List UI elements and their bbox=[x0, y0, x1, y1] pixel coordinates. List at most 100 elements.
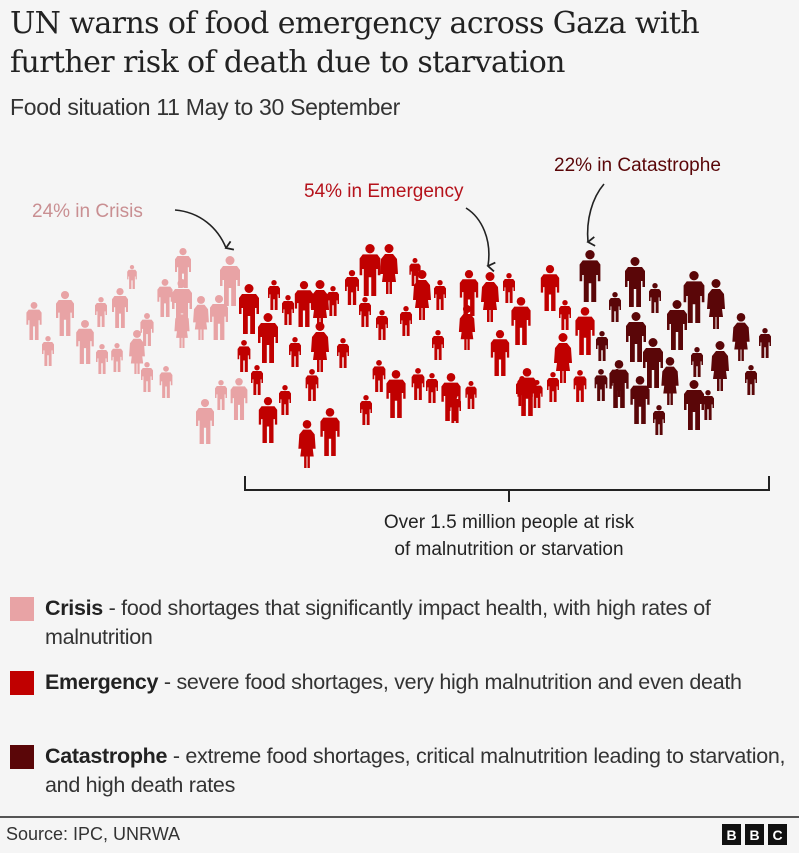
bracket-label-line2: of malnutrition or starvation bbox=[394, 539, 623, 560]
person-figure-crisis bbox=[140, 313, 154, 346]
person-figure-crisis bbox=[76, 320, 94, 364]
pictogram-chart: 24% in Crisis 54% in Emergency 22% in Ca… bbox=[26, 155, 771, 560]
legend-term: Catastrophe bbox=[45, 744, 168, 768]
person-figure-crisis bbox=[157, 279, 173, 317]
person-figure-crisis bbox=[112, 288, 128, 328]
person-figure-catastrophe bbox=[684, 380, 704, 430]
person-figure-crisis bbox=[141, 362, 153, 392]
person-figure-emergency bbox=[547, 372, 559, 402]
person-figure-emergency bbox=[490, 330, 510, 376]
annotation-crisis-arrow bbox=[174, 209, 235, 251]
person-figure-emergency bbox=[426, 373, 438, 403]
person-figure-catastrophe bbox=[630, 376, 650, 424]
chart-subtitle: Food situation 11 May to 30 September bbox=[10, 94, 400, 120]
person-figure-emergency bbox=[305, 369, 319, 401]
person-figure-crisis bbox=[175, 248, 191, 288]
person-figure-catastrophe bbox=[661, 357, 679, 405]
person-figure-crisis bbox=[129, 330, 145, 374]
person-figure-crisis bbox=[26, 302, 42, 340]
legend-term: Crisis bbox=[45, 596, 103, 620]
legend-swatch-crisis bbox=[10, 597, 34, 621]
person-figure-emergency bbox=[279, 385, 291, 415]
bbc-logo-letter: B bbox=[722, 824, 741, 845]
person-figure-crisis bbox=[159, 366, 173, 398]
person-figure-catastrophe bbox=[702, 390, 714, 420]
chart-title: UN warns of food emergency across Gaza w… bbox=[10, 6, 700, 80]
person-figure-crisis bbox=[230, 378, 248, 420]
bracket-label-line1: Over 1.5 million people at risk bbox=[384, 512, 635, 533]
person-figure-emergency bbox=[459, 270, 479, 316]
person-figure-emergency bbox=[311, 322, 329, 372]
person-figure-emergency bbox=[386, 370, 406, 418]
person-figure-emergency bbox=[337, 338, 349, 368]
people-figures bbox=[26, 244, 771, 468]
person-figure-catastrophe bbox=[653, 405, 665, 435]
bbc-logo: B B C bbox=[722, 824, 787, 845]
person-figure-catastrophe bbox=[643, 338, 663, 388]
person-figure-crisis bbox=[220, 256, 240, 306]
annotation-emergency-arrow bbox=[465, 207, 496, 273]
person-figure-catastrophe bbox=[625, 257, 645, 307]
annotation-crisis: 24% in Crisis bbox=[32, 201, 143, 222]
legend-description: - food shortages that significantly impa… bbox=[45, 596, 711, 649]
person-figure-catastrophe bbox=[732, 313, 750, 361]
person-figure-catastrophe bbox=[759, 328, 771, 358]
legend-description: - severe food shortages, very high malnu… bbox=[158, 670, 742, 694]
person-figure-crisis bbox=[111, 343, 123, 372]
person-figure-catastrophe bbox=[711, 341, 729, 391]
person-figure-crisis bbox=[196, 399, 214, 444]
person-figure-emergency bbox=[531, 380, 543, 408]
person-figure-emergency bbox=[573, 370, 587, 402]
person-figure-catastrophe bbox=[579, 250, 601, 302]
person-figure-crisis bbox=[42, 336, 54, 366]
person-figure-emergency bbox=[359, 297, 371, 327]
footer-divider bbox=[0, 816, 799, 818]
person-figure-emergency bbox=[251, 365, 263, 395]
person-figure-emergency bbox=[432, 330, 444, 360]
person-figure-emergency bbox=[413, 270, 431, 320]
person-figure-crisis bbox=[96, 344, 108, 374]
person-figure-emergency bbox=[540, 265, 560, 311]
person-figure-catastrophe bbox=[596, 331, 608, 361]
person-figure-emergency bbox=[380, 244, 398, 294]
person-figure-crisis bbox=[56, 291, 74, 336]
person-figure-emergency bbox=[345, 270, 359, 305]
person-figure-emergency bbox=[239, 284, 259, 334]
person-figure-catastrophe bbox=[707, 279, 725, 329]
person-figure-emergency bbox=[282, 295, 294, 325]
person-figure-emergency bbox=[320, 408, 340, 456]
person-figure-crisis bbox=[215, 380, 227, 410]
person-figure-emergency bbox=[294, 281, 314, 327]
person-figure-emergency bbox=[258, 313, 278, 363]
person-figure-emergency bbox=[311, 280, 329, 330]
person-figure-crisis bbox=[95, 297, 107, 327]
person-figure-emergency bbox=[503, 273, 515, 303]
person-figure-emergency bbox=[289, 337, 301, 367]
person-figure-catastrophe bbox=[609, 360, 629, 408]
bracket bbox=[244, 476, 770, 502]
person-figure-emergency bbox=[400, 306, 412, 336]
person-figure-emergency bbox=[327, 286, 339, 316]
legend-term: Emergency bbox=[45, 670, 159, 694]
person-figure-crisis bbox=[210, 295, 228, 340]
annotation-catastrophe: 22% in Catastrophe bbox=[554, 155, 721, 176]
person-figure-emergency bbox=[258, 397, 278, 443]
person-figure-emergency bbox=[511, 297, 531, 345]
person-figure-emergency bbox=[481, 272, 499, 322]
person-figure-emergency bbox=[268, 280, 280, 310]
person-figure-catastrophe bbox=[745, 365, 757, 395]
person-figure-catastrophe bbox=[667, 300, 687, 350]
person-figure-emergency bbox=[434, 280, 446, 310]
bbc-logo-letter: B bbox=[745, 824, 764, 845]
person-figure-catastrophe bbox=[594, 369, 608, 401]
person-figure-emergency bbox=[554, 333, 572, 383]
person-figure-emergency bbox=[411, 368, 425, 400]
person-figure-crisis bbox=[193, 296, 209, 340]
person-figure-catastrophe bbox=[649, 283, 661, 313]
annotation-catastrophe-arrow bbox=[586, 183, 605, 247]
person-figure-emergency bbox=[298, 420, 316, 468]
person-figure-emergency bbox=[575, 307, 595, 355]
legend-description: - extreme food shortages, critical malnu… bbox=[45, 744, 786, 797]
person-figure-catastrophe bbox=[609, 292, 621, 322]
person-figure-emergency bbox=[237, 340, 251, 372]
